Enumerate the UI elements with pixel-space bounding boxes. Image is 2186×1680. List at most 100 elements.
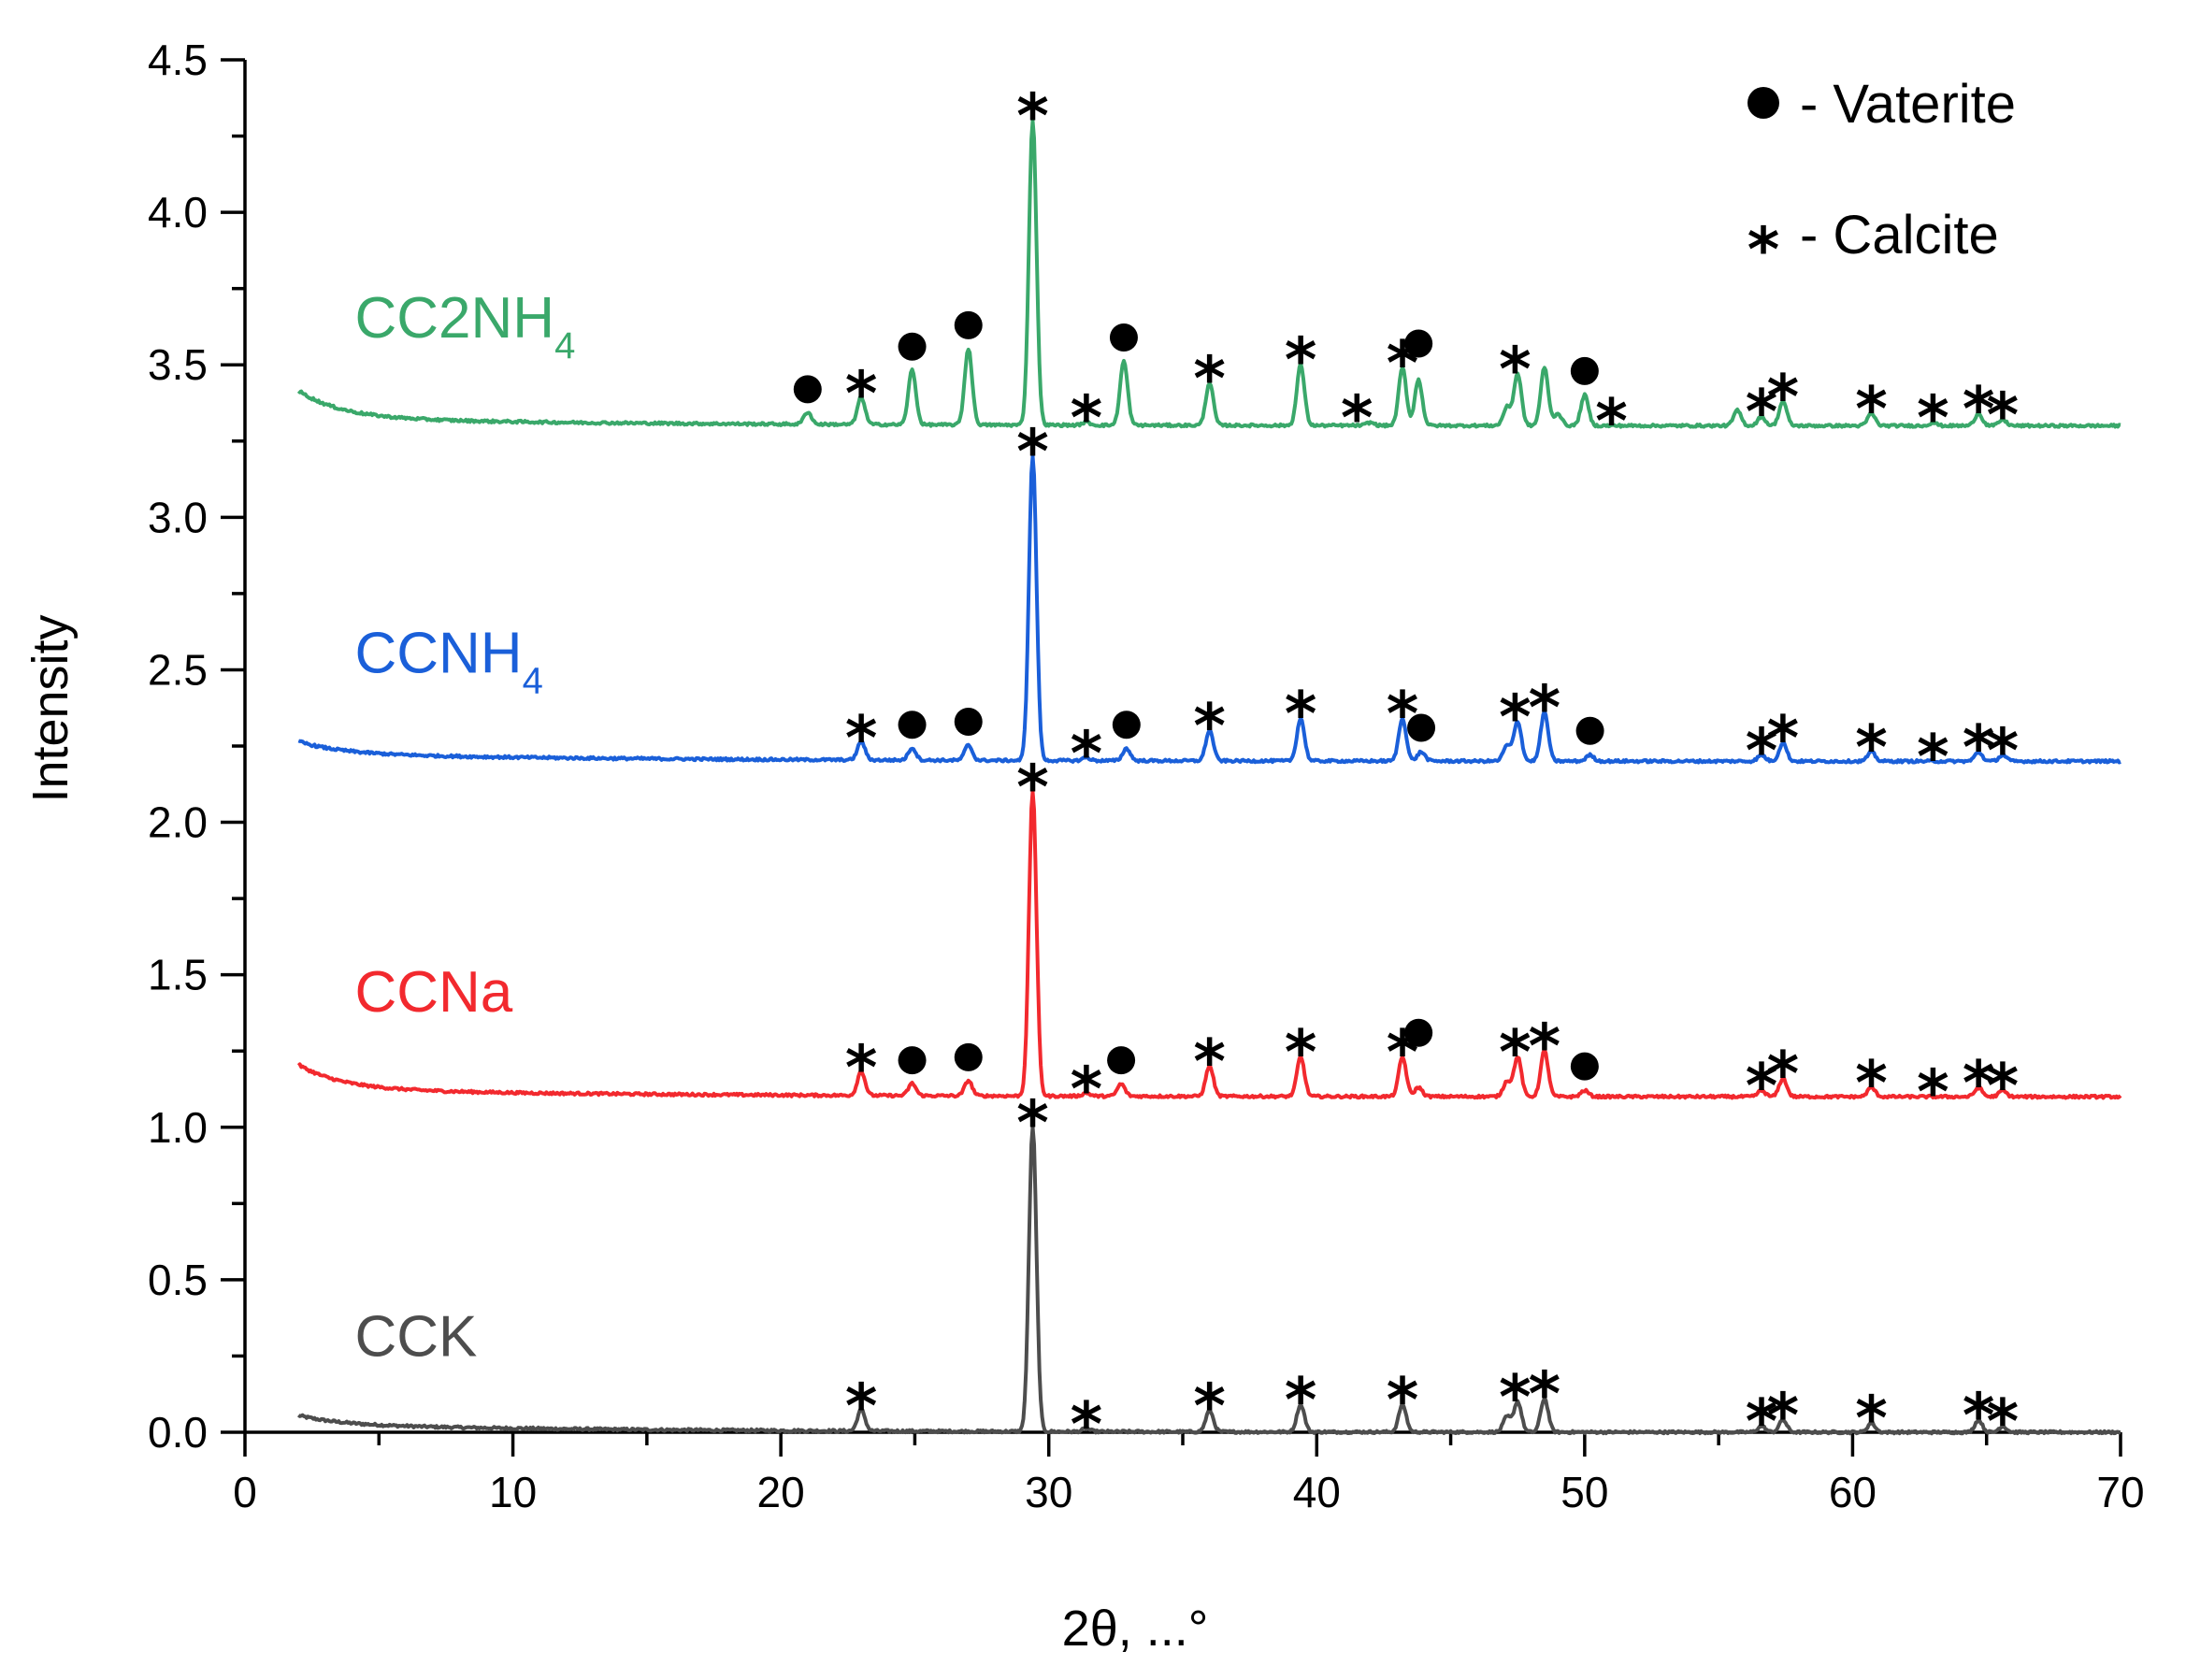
series-label-ccna: CCNa xyxy=(354,960,512,1025)
y-tick-label: 3.0 xyxy=(148,493,208,541)
calcite-marker: * xyxy=(1855,712,1888,784)
y-tick-label: 1.0 xyxy=(148,1103,208,1152)
calcite-marker: * xyxy=(845,703,878,775)
calcite-marker: * xyxy=(1963,1380,1995,1452)
calcite-marker: * xyxy=(1987,715,2020,787)
x-tick-label: 50 xyxy=(1560,1468,1608,1516)
markers-group: *** * * * ** ** * ***** * * * **** * * ***** * * * **** * * *… xyxy=(793,80,2020,1461)
series-label-cc2nh4: CC2NH4 xyxy=(354,286,575,366)
calcite-marker: * xyxy=(1387,1365,1419,1437)
calcite-marker: * xyxy=(1016,752,1049,824)
calcite-marker: * xyxy=(1016,416,1049,488)
y-tick-label: 1.5 xyxy=(148,951,208,999)
vaterite-marker xyxy=(1575,716,1604,745)
series-label-cck: CCK xyxy=(354,1304,477,1369)
calcite-marker: * xyxy=(1855,1383,1888,1455)
calcite-marker: * xyxy=(1917,1056,1949,1128)
x-axis-title: 2θ, ...° xyxy=(1062,1601,1209,1657)
legend-calcite-label: - Calcite xyxy=(1800,205,1999,266)
vaterite-marker xyxy=(1107,1046,1136,1075)
calcite-marker: * xyxy=(845,1371,878,1443)
y-tick-label: 2.0 xyxy=(148,798,208,847)
calcite-marker: * xyxy=(1071,1054,1103,1126)
vaterite-marker xyxy=(954,310,983,339)
vaterite-marker xyxy=(898,332,927,361)
x-tick-label: 10 xyxy=(489,1468,537,1516)
y-tick-label: 3.5 xyxy=(148,340,208,389)
legend-vaterite-dot-icon xyxy=(1747,87,1779,119)
calcite-marker: * xyxy=(1767,1380,1800,1452)
y-axis-title: Intensity xyxy=(22,614,79,802)
calcite-marker: * xyxy=(1963,373,1995,445)
calcite-marker: * xyxy=(1529,1358,1561,1430)
calcite-marker: * xyxy=(1987,1386,2020,1457)
vaterite-marker xyxy=(1570,1052,1599,1081)
calcite-marker: * xyxy=(1746,377,1778,449)
calcite-marker: * xyxy=(1529,672,1561,744)
legend-vaterite-label: - Vaterite xyxy=(1800,74,2016,135)
calcite-marker: * xyxy=(1529,1011,1561,1083)
calcite-marker: * xyxy=(1746,1386,1778,1457)
x-tick-label: 70 xyxy=(2096,1468,2144,1516)
vaterite-marker xyxy=(954,1042,983,1071)
vaterite-marker xyxy=(1112,711,1141,739)
series-labels: CCK CCNa CCNH4 CC2NH4 xyxy=(354,286,575,1370)
legend-calcite-star-icon: * xyxy=(1747,214,1780,286)
vaterite-marker xyxy=(898,711,927,739)
x-tick-label: 0 xyxy=(233,1468,257,1516)
axes: 0 10 20 30 40 50 60 70 0.0 0.5 1.0 1.5 2.0 2.5 3.0 3.5 4… xyxy=(148,36,2145,1516)
calcite-marker: * xyxy=(1193,691,1226,763)
calcite-marker: * xyxy=(1071,1389,1103,1461)
x-tick-label: 40 xyxy=(1293,1468,1341,1516)
y-tick-label: 4.5 xyxy=(148,36,208,84)
calcite-marker: * xyxy=(1987,1051,2020,1123)
calcite-marker: * xyxy=(1987,380,2020,452)
y-tick-label: 0.0 xyxy=(148,1408,208,1457)
vaterite-marker xyxy=(1404,329,1433,358)
y-tick-label: 2.5 xyxy=(148,645,208,694)
legend: - Vaterite * - Calcite xyxy=(1747,74,2016,286)
calcite-marker: * xyxy=(1016,1087,1049,1159)
vaterite-marker xyxy=(1570,356,1599,385)
vaterite-marker xyxy=(793,375,822,404)
calcite-marker: * xyxy=(1855,373,1888,445)
vaterite-marker xyxy=(1407,713,1436,742)
calcite-marker: * xyxy=(1285,1017,1317,1089)
calcite-marker: * xyxy=(1341,382,1373,454)
calcite-marker: * xyxy=(1767,703,1800,775)
calcite-marker: * xyxy=(1285,679,1317,751)
calcite-marker: * xyxy=(1499,1017,1532,1089)
calcite-marker: * xyxy=(1071,718,1103,790)
series-group xyxy=(296,119,2122,1436)
x-tick-label: 60 xyxy=(1829,1468,1877,1516)
x-tick-label: 20 xyxy=(757,1468,805,1516)
calcite-marker: * xyxy=(845,358,878,430)
calcite-marker: * xyxy=(1917,721,1949,793)
calcite-marker: * xyxy=(1499,682,1532,754)
calcite-marker: * xyxy=(1193,1371,1226,1443)
calcite-marker: * xyxy=(1746,715,1778,787)
calcite-marker: * xyxy=(1193,343,1226,415)
calcite-marker: * xyxy=(1193,1027,1226,1098)
calcite-marker: * xyxy=(1767,361,1800,433)
calcite-marker: * xyxy=(1071,382,1103,454)
calcite-marker: * xyxy=(1499,334,1532,406)
calcite-marker: * xyxy=(1767,1039,1800,1111)
vaterite-marker xyxy=(954,708,983,736)
calcite-marker: * xyxy=(1285,324,1317,396)
calcite-marker: * xyxy=(1499,1361,1532,1433)
calcite-marker: * xyxy=(1595,385,1628,457)
calcite-marker: * xyxy=(1963,712,1995,784)
vaterite-marker xyxy=(1404,1018,1433,1047)
series-line-cck xyxy=(296,1125,2121,1436)
series-line-ccnh4 xyxy=(297,454,2121,765)
vaterite-marker xyxy=(1109,323,1138,352)
calcite-marker: * xyxy=(1917,382,1949,454)
calcite-marker: * xyxy=(1963,1047,1995,1119)
calcite-marker: * xyxy=(1855,1047,1888,1119)
calcite-marker: * xyxy=(1746,1051,1778,1123)
y-tick-label: 4.0 xyxy=(148,188,208,237)
calcite-marker: * xyxy=(845,1032,878,1104)
calcite-marker: * xyxy=(1285,1365,1317,1437)
